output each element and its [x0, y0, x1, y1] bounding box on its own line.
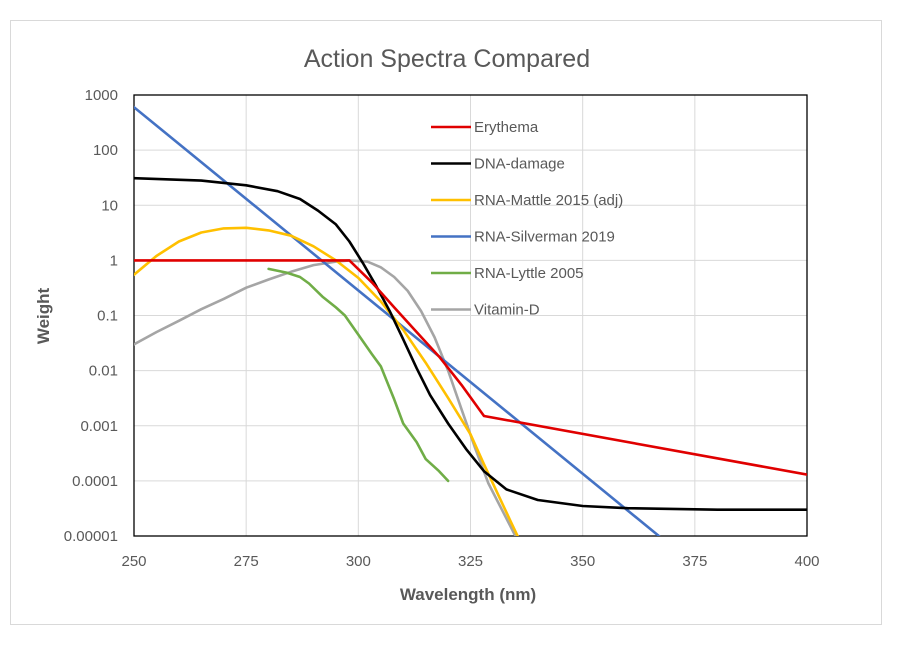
series-line-rna-lyttle-2005 — [267, 267, 450, 483]
legend-label-vitamin-d: Vitamin-D — [474, 302, 540, 319]
legend-label-rna-lyttle-2005: RNA-Lyttle 2005 — [474, 265, 584, 282]
series-line-dna-damage — [134, 176, 807, 512]
chart-svg: Action Spectra Compared 250 275 300 325 350 3… — [34, 45, 820, 604]
legend-label-erythema: Erythema — [474, 119, 539, 136]
y-axis-ticks: 1000 100 10 1 0.1 0.01 0.001 0.0001 0.00001 — [64, 87, 118, 545]
y-tick-label: 0.1 — [97, 308, 118, 325]
series-line-vitamin-d — [134, 259, 517, 536]
plot-area — [133, 94, 808, 537]
series-line-rna-mattle-2015-adj — [134, 226, 519, 536]
x-axis-title: Wavelength (nm) — [400, 585, 536, 604]
legend-label-dna-damage: DNA-damage — [474, 156, 565, 173]
series-line-erythema — [134, 259, 807, 476]
y-axis-title: Weight — [34, 287, 53, 344]
chart-title: Action Spectra Compared — [304, 45, 590, 73]
legend: Erythema DNA-damage RNA-Mattle 2015 (adj) R… — [431, 119, 623, 319]
y-tick-label: 100 — [93, 142, 118, 159]
y-tick-label: 0.001 — [80, 418, 118, 435]
gridlines — [133, 94, 808, 537]
y-tick-label: 0.0001 — [72, 473, 118, 490]
x-tick-label: 375 — [682, 553, 707, 570]
x-tick-label: 400 — [794, 553, 819, 570]
x-tick-label: 300 — [346, 553, 371, 570]
legend-label-rna-silverman-2019: RNA-Silverman 2019 — [474, 229, 615, 246]
x-tick-label: 250 — [121, 553, 146, 570]
legend-label-rna-mattle-2015-adj: RNA-Mattle 2015 (adj) — [474, 192, 623, 209]
x-tick-label: 325 — [458, 553, 483, 570]
x-tick-label: 350 — [570, 553, 595, 570]
x-tick-label: 275 — [234, 553, 259, 570]
chart-frame: Action Spectra Compared 250 275 300 325 350 3… — [10, 20, 882, 625]
y-tick-label: 1 — [110, 252, 118, 269]
y-tick-label: 1000 — [85, 87, 118, 104]
series-layer — [134, 105, 807, 536]
x-axis-ticks: 250 275 300 325 350 375 400 — [121, 553, 819, 570]
y-tick-label: 0.00001 — [64, 528, 118, 545]
y-tick-label: 0.01 — [89, 363, 118, 380]
y-tick-label: 10 — [101, 197, 118, 214]
